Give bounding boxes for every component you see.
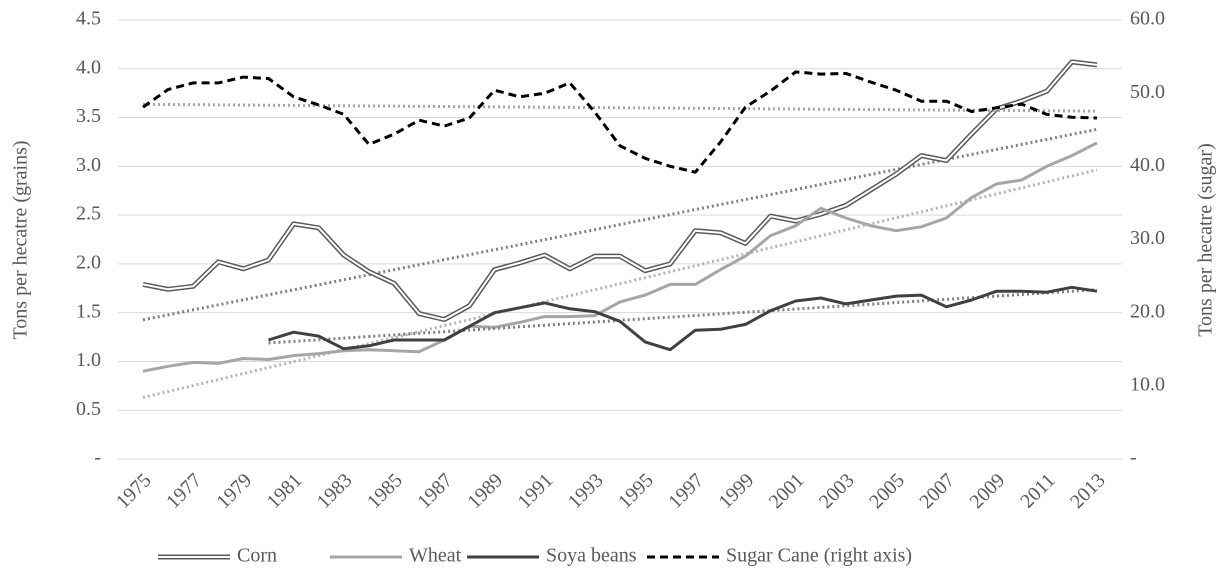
y-axis-title: Tons per hecatre (grains) [10,140,32,339]
y-tick-label: 1.5 [76,300,101,322]
trend-line [142,168,1098,399]
series-line [142,141,1098,373]
legend-label: Sugar Cane (right axis) [726,545,912,567]
y-tick-label: 1.0 [76,349,101,371]
x-tick-label: 1983 [313,469,357,513]
legend-label: Wheat [409,545,462,567]
y2-tick-label: 20.0 [1130,300,1165,322]
y2-tick-label: - [1130,447,1137,469]
x-tick-label: 1999 [714,469,758,513]
x-tick-label: 1995 [614,469,658,513]
y-tick-label: 2.0 [76,251,101,273]
x-tick-label: 1987 [413,469,457,513]
x-tick-label: 1979 [212,469,256,513]
x-tick-label: 1975 [112,469,156,513]
y-tick-label: - [94,447,101,469]
x-tick-label: 2013 [1066,469,1110,513]
series-line [268,285,1098,352]
x-tick-label: 1981 [263,469,307,513]
line-outline [142,59,1098,322]
y-tick-label: 0.5 [76,398,101,420]
y2-tick-label: 50.0 [1130,81,1165,103]
x-tick-label: 1989 [463,469,507,513]
trend-line [142,127,1098,322]
y-tick-label: 3.5 [76,105,101,127]
y-tick-label: 2.5 [76,203,101,225]
y-tick-label: 4.0 [76,56,101,78]
x-tick-label: 2009 [966,469,1010,513]
trend-line [268,288,1098,345]
series-line [142,70,1098,174]
y-tick-label: 3.0 [76,154,101,176]
x-tick-label: 1985 [363,469,407,513]
y2-tick-label: 40.0 [1130,154,1165,176]
x-tick-label: 2005 [865,469,909,513]
y2-tick-label: 10.0 [1130,373,1165,395]
trend-line [142,102,1098,113]
x-tick-label: 1997 [664,469,708,513]
legend-label: Soya beans [546,545,637,567]
y-tick-label: 4.5 [76,8,101,30]
x-tick-label: 1977 [162,469,206,513]
x-tick-label: 2011 [1016,469,1059,512]
x-tick-label: 2007 [915,469,959,513]
legend-label: Corn [237,545,277,567]
y2-tick-label: 60.0 [1130,8,1165,30]
y2-tick-label: 30.0 [1130,227,1165,249]
y2-axis-title: Tons per hecatre (sugar) [1195,143,1217,337]
x-tick-label: 1991 [514,469,558,513]
x-tick-label: 2003 [815,469,859,513]
series-line [142,60,1098,321]
x-tick-label: 2001 [765,469,809,513]
x-tick-label: 1993 [564,469,608,513]
